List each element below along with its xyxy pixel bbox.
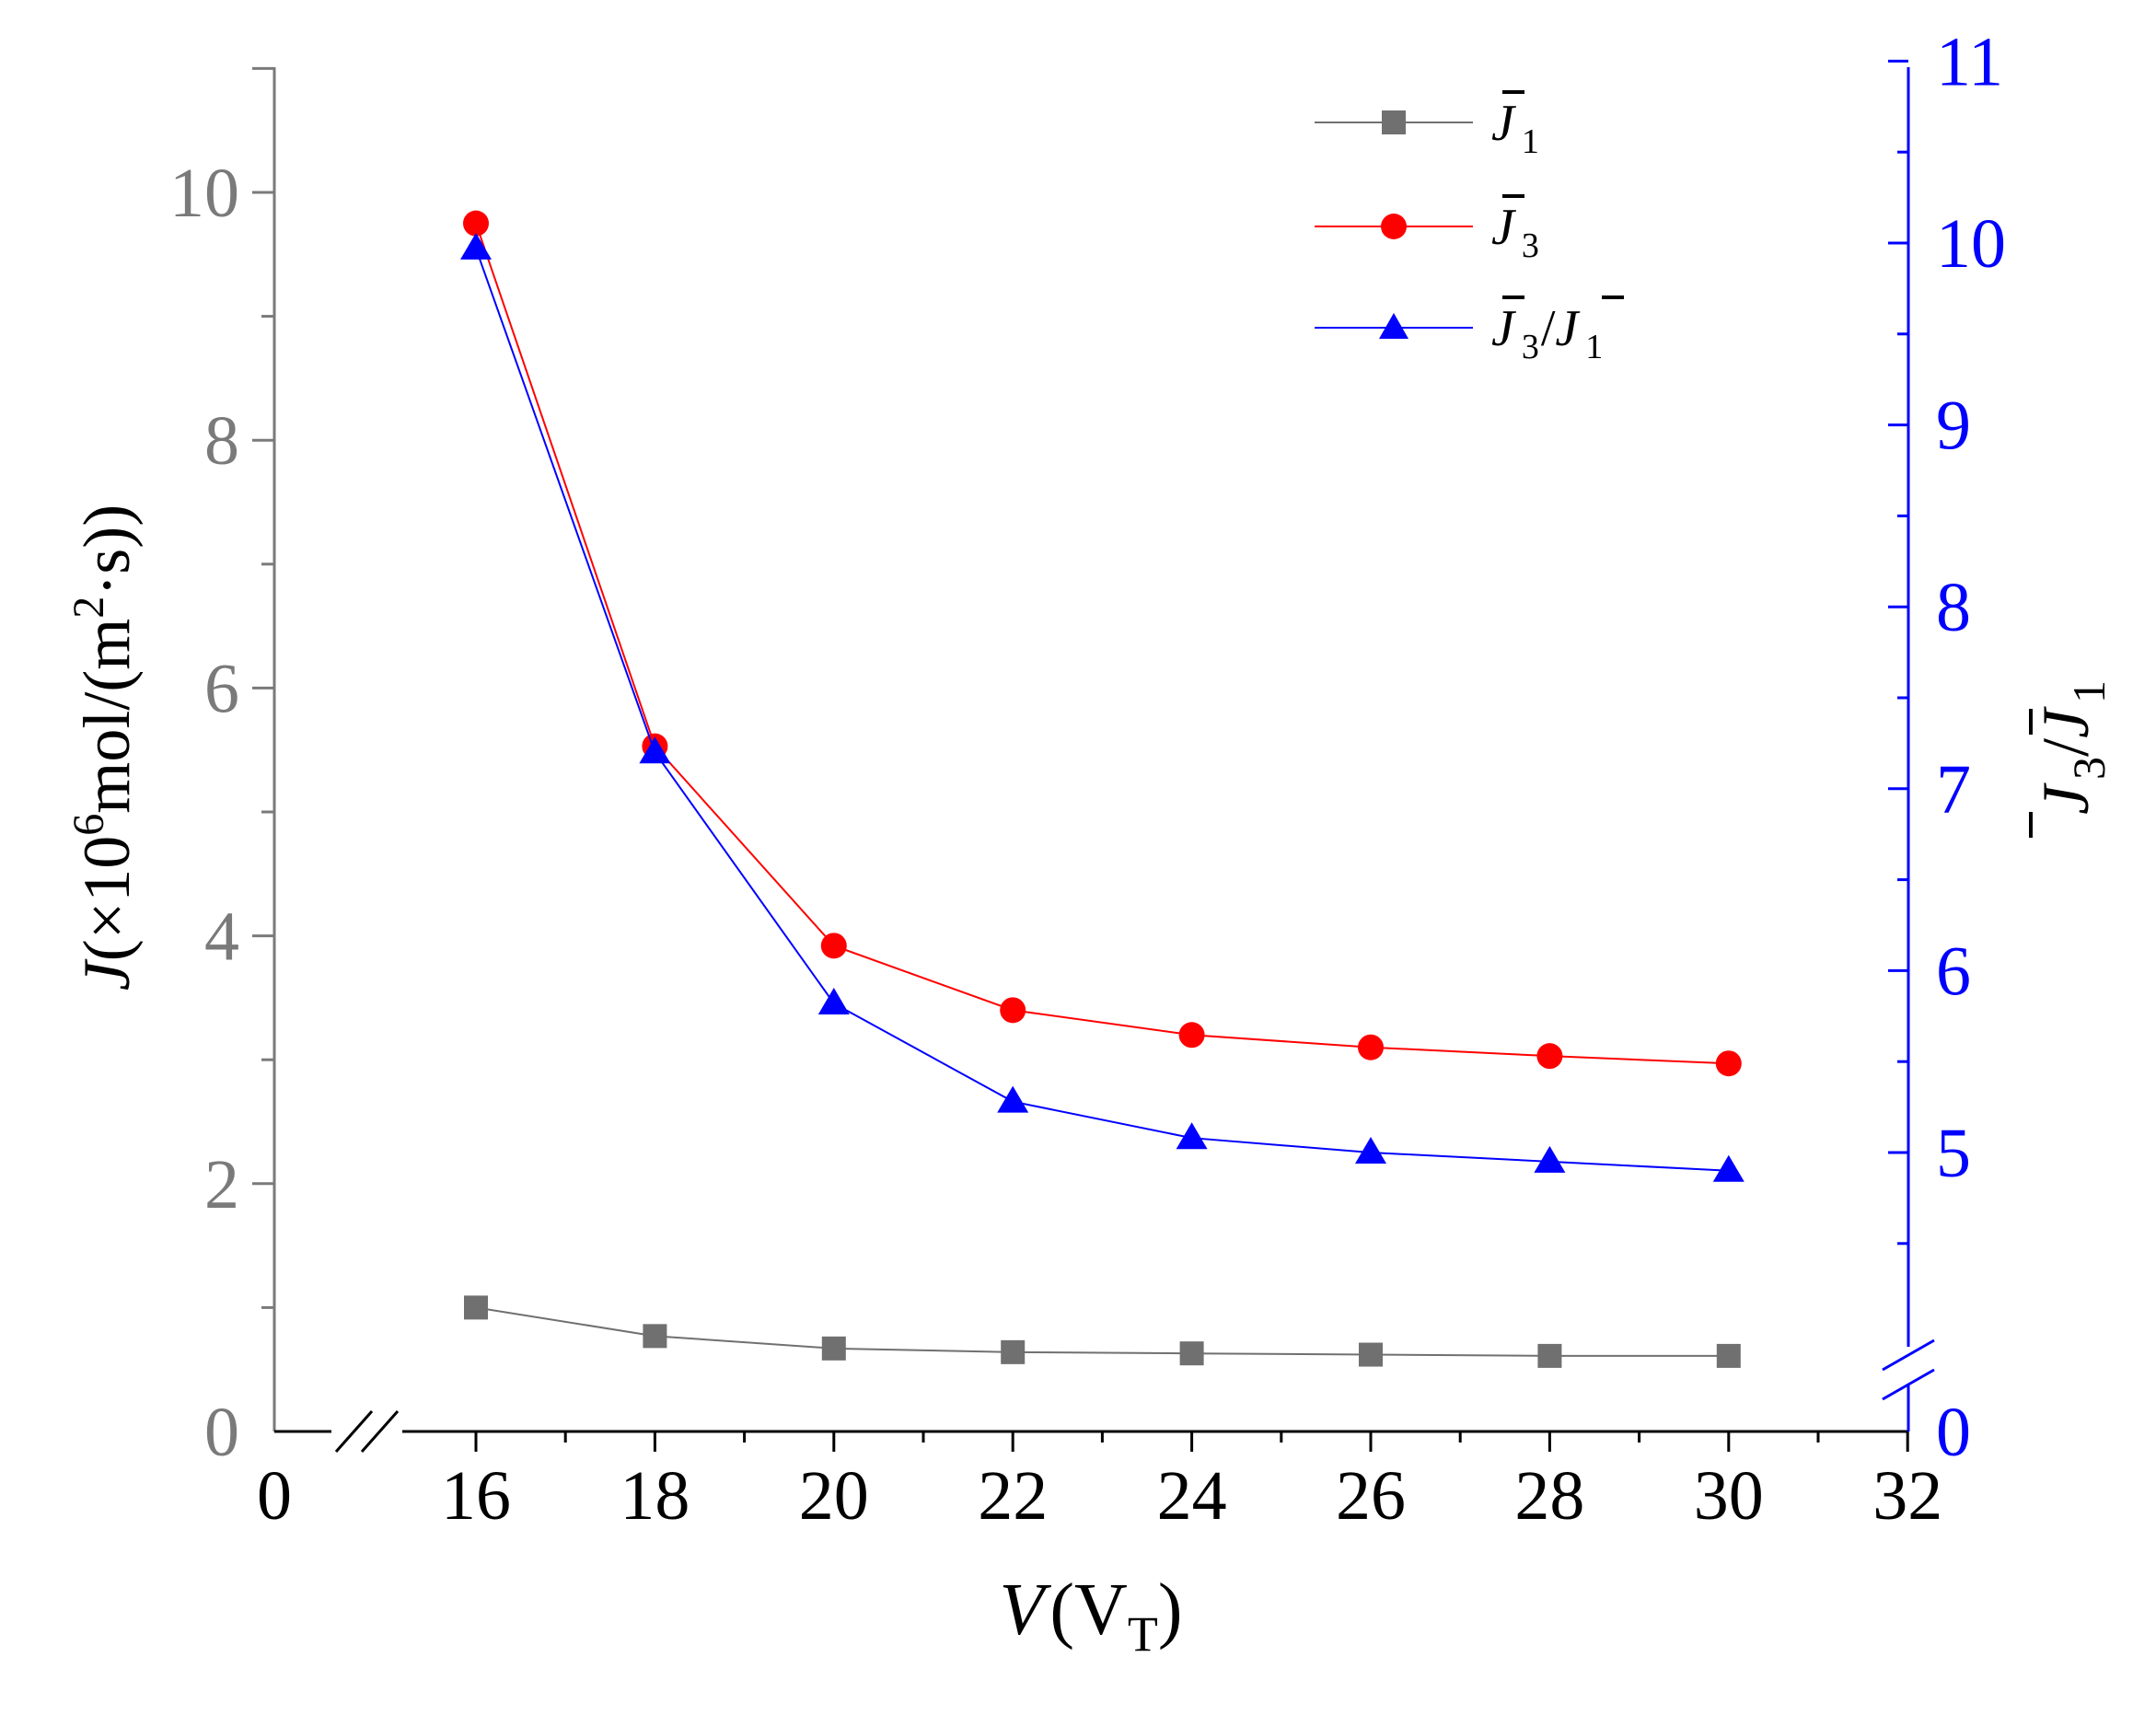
x-axis-line: [274, 1410, 1908, 1453]
point-circle: [1715, 1050, 1742, 1077]
point-square: [1537, 1343, 1562, 1368]
point-circle: [1536, 1043, 1563, 1070]
svg-text:J3: J3: [1491, 199, 1539, 265]
point-circle: [1358, 1034, 1384, 1060]
x-tick-label: 32: [1872, 1457, 1942, 1535]
legend-label-ratio-subscript2: 1: [1585, 328, 1603, 366]
point-square: [1001, 1339, 1026, 1364]
left-y-axis-title-text3: ·s)): [70, 504, 144, 597]
right-y-tick-label: 8: [1936, 569, 1971, 646]
x-tick-label: 22: [978, 1457, 1048, 1535]
left-y-axis-title-var: J: [70, 958, 144, 991]
legend-item-ratio: J 3/J 1: [1315, 295, 1624, 366]
right-y-tick-label: 9: [1936, 388, 1971, 465]
x-axis-title: V(VT): [1000, 1570, 1183, 1662]
right-y-tick-label: 10: [1936, 205, 2006, 283]
series-line-triangle: [475, 248, 1729, 1172]
x-tick-label: 30: [1694, 1457, 1764, 1535]
right-y-axis-ticks: 0 5 6 7 8 9 10 11: [1888, 23, 2006, 1471]
right-y-axis-title-symbol: J: [2029, 782, 2103, 815]
x-axis-title-close: ): [1158, 1570, 1183, 1651]
point-circle: [463, 210, 489, 237]
legend-label-j3-subscript: 3: [1522, 226, 1539, 265]
left-y-tick-label: 4: [204, 898, 239, 976]
series-line-circle: [475, 223, 1729, 1065]
point-triangle: [1712, 1154, 1745, 1182]
legend-label-ratio-symbol2: J: [1555, 300, 1581, 357]
x-axis-ticks: 0 16 18 20 22 24 26 28 30 32: [257, 1431, 1942, 1535]
point-square: [1716, 1343, 1741, 1368]
point-triangle: [639, 736, 671, 764]
legend-label-ratio-subscript: 3: [1522, 328, 1539, 366]
series-layer: [460, 210, 1745, 1368]
x-tick-label: 0: [257, 1457, 292, 1535]
x-axis-title-unit: (V: [1049, 1570, 1127, 1651]
point-triangle: [1534, 1145, 1566, 1173]
right-y-axis-title-symbol2: J: [2029, 706, 2103, 738]
x-tick-label: 28: [1514, 1457, 1584, 1535]
point-triangle: [817, 987, 850, 1014]
x-tick-label: 20: [799, 1457, 869, 1535]
point-square: [643, 1324, 667, 1349]
right-y-axis-title-sub2: 1: [2063, 680, 2115, 703]
left-y-axis-title: J(×106mol/(m2·s)): [64, 504, 144, 991]
point-circle: [1178, 1022, 1205, 1049]
point-triangle: [1355, 1137, 1386, 1164]
svg-text:J3/J1: J3/J1: [2029, 680, 2115, 815]
point-circle: [1000, 997, 1026, 1024]
point-square: [821, 1336, 846, 1361]
left-y-axis-title-text2: mol/(m: [70, 619, 144, 814]
right-y-axis-line: [1882, 67, 1935, 1431]
left-y-tick-label: 8: [204, 402, 239, 480]
right-y-tick-label: 0: [1936, 1394, 1971, 1471]
point-square: [464, 1295, 488, 1320]
point-triangle: [997, 1085, 1029, 1113]
point-triangle: [1176, 1122, 1208, 1150]
left-y-axis-title-text1: (×10: [70, 836, 144, 962]
left-y-tick-label: 2: [204, 1146, 239, 1223]
right-y-tick-label: 6: [1936, 933, 1971, 1010]
legend-marker-square-icon: [1382, 110, 1406, 134]
series-line-square: [475, 1306, 1729, 1357]
left-y-tick-label: 6: [204, 650, 239, 727]
left-y-axis-title-sup1: 6: [64, 814, 113, 836]
x-axis-title-var: V: [1000, 1570, 1052, 1651]
legend-marker-triangle-icon: [1379, 313, 1408, 339]
left-y-tick-label: 0: [204, 1394, 239, 1471]
legend-label-ratio-slash: /: [1541, 300, 1556, 357]
legend-label-j3-symbol: J: [1491, 199, 1517, 256]
point-triangle: [460, 232, 492, 260]
legend-label-j1-symbol: J: [1491, 95, 1517, 152]
x-tick-label: 18: [620, 1457, 690, 1535]
right-y-axis-title: J3/J1: [2029, 680, 2115, 838]
point-square: [1359, 1342, 1383, 1367]
right-y-axis-title-slash: /: [2029, 738, 2103, 757]
left-y-axis-title-sup2: 2: [64, 597, 113, 619]
point-circle: [820, 933, 847, 959]
x-axis-title-unit-sub: T: [1128, 1606, 1158, 1662]
right-y-axis-title-sub: 3: [2063, 757, 2115, 780]
right-y-tick-label: 5: [1936, 1115, 1971, 1192]
svg-text:J1: J1: [1491, 95, 1539, 161]
legend-marker-circle-icon: [1381, 214, 1407, 239]
x-tick-label: 26: [1336, 1457, 1406, 1535]
svg-text:J3/J1: J3/J1: [1491, 300, 1603, 366]
x-tick-label: 24: [1157, 1457, 1227, 1535]
legend-label-j1-subscript: 1: [1522, 122, 1539, 161]
x-tick-label: 16: [441, 1457, 511, 1535]
point-square: [1179, 1341, 1204, 1366]
right-y-tick-label: 7: [1936, 751, 1971, 829]
legend-label-ratio-symbol: J: [1491, 300, 1517, 357]
left-y-tick-label: 10: [169, 155, 239, 232]
left-y-axis-ticks: 0 2 4 6 8 10: [169, 66, 274, 1471]
right-y-tick-label: 11: [1936, 23, 2003, 100]
